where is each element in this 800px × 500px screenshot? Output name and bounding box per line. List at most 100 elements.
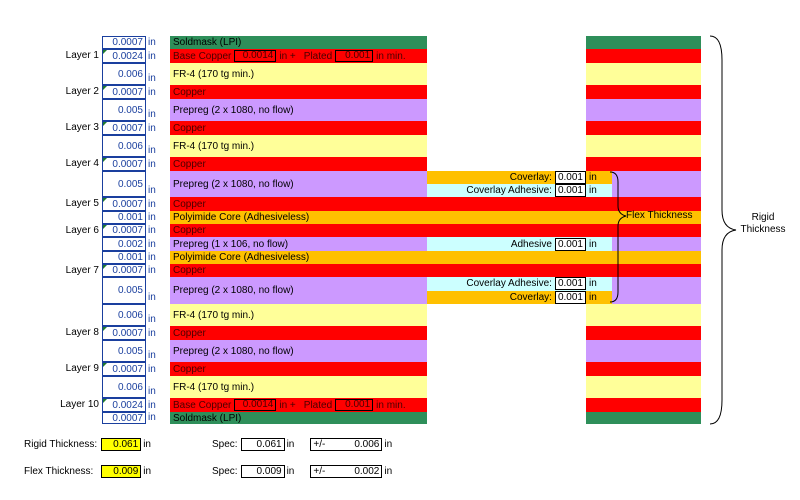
thickness-input[interactable]: 0.005 xyxy=(102,340,146,362)
thickness-input[interactable]: 0.001 xyxy=(102,211,146,224)
flex-spec-value[interactable]: 0.009 xyxy=(240,464,285,478)
coverlay-adhesive-unit: in xyxy=(589,278,597,290)
band-left xyxy=(170,63,427,85)
thickness-input[interactable]: 0.0007 xyxy=(102,197,146,211)
layer-band-polyimide-full: Polyimide Core (Adhesiveless) xyxy=(170,251,701,264)
thickness-input[interactable]: 0.0007 xyxy=(102,36,146,49)
adhesive-segment: Adhesive 0.001 in xyxy=(427,237,612,251)
coverlay-label: Coverlay: xyxy=(509,291,552,303)
thickness-input[interactable]: 0.0007 xyxy=(102,362,146,376)
rigid-thickness-label: Rigid Thickness: xyxy=(24,438,98,450)
layer-material-label: FR-4 (170 tg min.) xyxy=(173,381,255,393)
thickness-unit: in xyxy=(148,328,156,339)
base-copper-value[interactable]: 0.0014 xyxy=(234,50,277,62)
thickness-input[interactable]: 0.005 xyxy=(102,171,146,197)
flex-coverlay-adhesive-segment: Coverlay Adhesive: 0.001 in xyxy=(427,184,612,197)
flex-coverlay-segment: Coverlay: 0.001 in xyxy=(427,171,612,184)
band-left xyxy=(170,340,427,362)
layer-band-prepreg-adhesive: Adhesive 0.001 in Prepreg (1 x 106, no flow… xyxy=(170,237,701,251)
rigid-brace xyxy=(709,35,737,425)
coverlay-value[interactable]: 0.001 xyxy=(554,171,586,184)
layer-name: Layer 7 xyxy=(65,264,99,276)
layer-material-label: Soldmask (LPI) xyxy=(173,412,242,424)
layer-band-fr4: FR-4 (170 tg min.) xyxy=(170,63,701,85)
thickness-input[interactable]: 0.0007 xyxy=(102,157,146,171)
layer-material-label: Prepreg (2 x 1080, no flow) xyxy=(173,178,294,190)
band-left xyxy=(170,121,427,135)
cell-marker-icon xyxy=(103,198,107,202)
layer-name: Layer 4 xyxy=(65,158,99,169)
coverlay-adhesive-unit: in xyxy=(589,185,597,196)
thickness-input[interactable]: 0.006 xyxy=(102,304,146,326)
thickness-input[interactable]: 0.0007 xyxy=(102,264,146,277)
layer-band-prepreg-flex-top: Coverlay: 0.001 in Coverlay Adhesive: 0.001 i… xyxy=(170,171,701,197)
coverlay-unit: in xyxy=(589,291,597,303)
thickness-input[interactable]: 0.0007 xyxy=(102,412,146,424)
flex-thickness-value[interactable]: 0.009 xyxy=(101,464,142,478)
layer-material-label: Base Copper 0.0014 in + Plated 0.001 in min. xyxy=(173,398,406,412)
band-right xyxy=(586,135,701,157)
rigid-spec-value[interactable]: 0.061 xyxy=(240,437,285,451)
thickness-unit: in xyxy=(148,51,156,62)
thickness-input[interactable]: 0.001 xyxy=(102,251,146,264)
base-copper-label: Base Copper xyxy=(173,399,232,411)
thickness-input[interactable]: 0.0007 xyxy=(102,121,146,135)
layer-band-copper-full: Copper xyxy=(170,264,701,277)
adhesive-unit: in xyxy=(589,238,597,250)
band-left xyxy=(170,85,427,99)
thickness-input[interactable]: 0.005 xyxy=(102,99,146,121)
thickness-input[interactable]: 0.0024 xyxy=(102,49,146,63)
layer-band-copper-plated: Base Copper 0.0014 in + Plated 0.001 in min. xyxy=(170,49,701,63)
layer-band-copper: Copper xyxy=(170,362,701,376)
band-left xyxy=(170,304,427,326)
layer-band-fr4: FR-4 (170 tg min.) xyxy=(170,135,701,157)
flex-thickness-label: Flex Thickness xyxy=(626,210,693,221)
plus-label: in + xyxy=(279,50,296,62)
thickness-input[interactable]: 0.0024 xyxy=(102,398,146,412)
layer-material-label: Copper xyxy=(173,225,206,236)
coverlay-adhesive-value[interactable]: 0.001 xyxy=(554,184,586,197)
coverlay-value[interactable]: 0.001 xyxy=(554,290,586,304)
rigid-tol-box[interactable]: +/- 0.006 xyxy=(310,437,383,451)
flex-thickness-row: Flex Thickness: 0.009 in xyxy=(24,464,151,478)
plated-value[interactable]: 0.001 xyxy=(335,399,374,411)
adhesive-label: Adhesive xyxy=(510,238,552,250)
thickness-input[interactable]: 0.0007 xyxy=(102,326,146,340)
rigid-thickness-value[interactable]: 0.061 xyxy=(101,437,142,451)
coverlay-label: Coverlay: xyxy=(509,172,552,183)
band-left xyxy=(170,237,427,251)
plated-label: Plated xyxy=(303,399,333,411)
thickness-input[interactable]: 0.006 xyxy=(102,63,146,85)
flex-tol-box[interactable]: +/- 0.002 xyxy=(310,464,383,478)
layer-material-label: FR-4 (170 tg min.) xyxy=(173,309,255,321)
thickness-unit: in xyxy=(148,239,156,250)
cell-marker-icon xyxy=(103,122,107,126)
layer-name: Layer 2 xyxy=(65,86,99,97)
rigid-tol-unit: in xyxy=(384,438,393,450)
layer-material-label: Copper xyxy=(173,363,206,375)
band-right xyxy=(586,376,701,398)
thickness-input[interactable]: 0.006 xyxy=(102,376,146,398)
layer-band-soldmask: Soldmask (LPI) xyxy=(170,36,701,49)
adhesive-value[interactable]: 0.001 xyxy=(554,237,586,251)
layer-band-copper: Copper xyxy=(170,157,701,171)
layer-name: Layer 6 xyxy=(65,224,99,236)
thickness-input[interactable]: 0.0007 xyxy=(102,85,146,99)
plated-value[interactable]: 0.001 xyxy=(335,50,374,62)
base-copper-value[interactable]: 0.0014 xyxy=(234,399,277,411)
thickness-unit: in xyxy=(148,292,156,303)
thickness-input[interactable]: 0.006 xyxy=(102,135,146,157)
thickness-unit: in xyxy=(148,123,156,134)
thickness-input[interactable]: 0.005 xyxy=(102,277,146,304)
thickness-input[interactable]: 0.0007 xyxy=(102,224,146,237)
rigid-spec-unit: in xyxy=(286,438,295,450)
thickness-input[interactable]: 0.002 xyxy=(102,237,146,251)
layer-name: Layer 9 xyxy=(65,363,99,374)
coverlay-unit: in xyxy=(589,172,597,183)
flex-spec-label: Spec: xyxy=(212,465,238,477)
band-right xyxy=(586,157,701,171)
layer-material-label: Prepreg (2 x 1080, no flow) xyxy=(173,285,294,296)
layer-band-copper-plated: Base Copper 0.0014 in + Plated 0.001 in min. xyxy=(170,398,701,412)
coverlay-adhesive-value[interactable]: 0.001 xyxy=(554,277,586,291)
